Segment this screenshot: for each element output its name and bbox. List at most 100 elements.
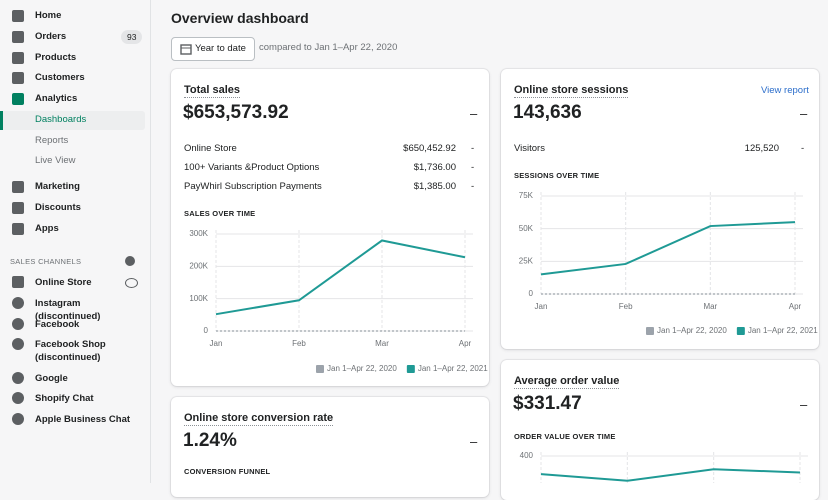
row-change: - <box>471 162 475 173</box>
channel-label[interactable]: Instagram (discontinued) <box>35 298 101 322</box>
row-change: - <box>801 143 805 154</box>
channel-icon <box>12 392 24 404</box>
channel-label[interactable]: Facebook Shop (discontinued) <box>35 339 106 363</box>
y-tick-label: 300K <box>189 229 208 238</box>
nav-icon <box>12 72 24 84</box>
series-line <box>215 239 466 316</box>
page: Home Orders 93 Products Customers Analytics Da… <box>0 0 819 483</box>
card-change: – <box>800 106 808 121</box>
channel-label[interactable]: Shopify Chat <box>35 393 94 404</box>
x-tick-label: Feb <box>619 302 633 311</box>
card-title: Online store conversion rate <box>184 412 334 426</box>
conversion-card <box>171 397 489 497</box>
nav-label[interactable]: Orders <box>35 31 67 42</box>
nav-label[interactable]: Discounts <box>35 202 81 213</box>
legend-label: Jan 1–Apr 22, 2021 <box>748 326 818 335</box>
total-sales-card <box>171 69 489 386</box>
nav-label[interactable]: Live View <box>35 155 76 166</box>
y-tick-label: 75K <box>519 191 534 200</box>
nav-icon <box>12 10 24 22</box>
card-title: Total sales <box>184 84 241 98</box>
channel-icon <box>12 276 24 288</box>
x-tick-label: Mar <box>703 302 717 311</box>
nav-icon <box>12 52 24 64</box>
legend-swatch <box>736 327 745 335</box>
channel-label[interactable]: Google <box>35 373 68 384</box>
row-label: Online Store <box>184 143 237 154</box>
row-change: - <box>471 143 475 154</box>
nav-label[interactable]: Marketing <box>35 181 80 192</box>
row-label: PayWhirl Subscription Payments <box>184 181 322 192</box>
card-change: – <box>470 434 478 449</box>
nav-label[interactable]: Home <box>35 10 62 21</box>
card-title: Average order value <box>514 375 620 389</box>
nav-badge: 93 <box>121 30 143 44</box>
selected-bar <box>0 111 3 130</box>
channel-icon <box>12 318 24 330</box>
card-value: $331.47 <box>513 393 582 414</box>
y-tick-label: 0 <box>204 326 209 335</box>
date-button[interactable]: Year to date <box>171 37 255 61</box>
nav-label[interactable]: Products <box>35 52 77 63</box>
charts-layer: 0 100K 200K 300K Jan Feb Mar Apr Jan 1–Apr 22, 2… <box>189 191 818 483</box>
channel-icon <box>12 297 24 309</box>
card-value: 143,636 <box>513 102 582 123</box>
page-title: Overview dashboard <box>171 10 309 26</box>
y-tick-label: 0 <box>529 289 534 298</box>
nav-label[interactable]: Reports <box>35 135 69 146</box>
chart-title: SESSIONS OVER TIME <box>514 171 600 180</box>
y-tick-label: 400 <box>520 451 534 460</box>
legend-swatch <box>406 365 415 373</box>
sessions-card <box>501 69 819 349</box>
legend-label: Jan 1–Apr 22, 2020 <box>657 326 727 335</box>
y-tick-label: 200K <box>189 261 208 270</box>
row-value: $1,736.00 <box>413 162 456 173</box>
card-title: Online store sessions <box>514 84 629 98</box>
series-line <box>540 468 801 482</box>
row-value: 125,520 <box>744 143 779 154</box>
nav-label[interactable]: Apps <box>35 223 59 234</box>
series-line <box>540 221 796 276</box>
card-change: – <box>470 106 478 121</box>
channel-icon <box>12 372 24 384</box>
legend-label: Jan 1–Apr 22, 2020 <box>327 364 397 373</box>
card-value: $653,573.92 <box>183 102 289 123</box>
legend-swatch <box>316 365 324 373</box>
y-tick-label: 100K <box>189 294 208 303</box>
chart-title: ORDER VALUE OVER TIME <box>514 432 616 441</box>
row-value: $650,452.92 <box>403 143 456 154</box>
nav-label[interactable]: Customers <box>35 72 85 83</box>
nav-icon <box>12 202 24 214</box>
selected-bg <box>0 111 145 130</box>
nav-icon <box>12 223 24 235</box>
calendar-icon <box>180 44 192 55</box>
x-tick-label: Jan <box>210 339 223 348</box>
nav-icon <box>12 93 24 105</box>
view-report-link[interactable]: View report <box>761 85 809 96</box>
x-tick-label: Mar <box>375 339 389 348</box>
eye-icon[interactable] <box>125 278 138 288</box>
legend-swatch <box>646 327 654 335</box>
row-label: 100+ Variants &Product Options <box>184 162 320 173</box>
nav-icon <box>12 181 24 193</box>
row-label: Visitors <box>514 143 545 154</box>
y-tick-label: 25K <box>519 256 534 265</box>
card-change: – <box>800 397 808 412</box>
channel-label[interactable]: Online Store <box>35 277 92 288</box>
channel-icon <box>12 338 24 350</box>
nav-icon <box>12 31 24 43</box>
chart-title: CONVERSION FUNNEL <box>184 467 271 476</box>
channel-label[interactable]: Facebook <box>35 319 80 330</box>
nav-label[interactable]: Dashboards <box>35 114 87 125</box>
x-tick-label: Jan <box>535 302 548 311</box>
sidebar: Home Orders 93 Products Customers Analytics Da… <box>0 0 151 483</box>
date-button-label: Year to date <box>195 43 246 54</box>
row-value: $1,385.00 <box>413 181 456 192</box>
chart-title: SALES OVER TIME <box>184 209 256 218</box>
nav-label[interactable]: Analytics <box>35 93 78 104</box>
add-channel-icon[interactable] <box>125 256 135 266</box>
channel-icon <box>12 413 24 425</box>
compare-text: compared to Jan 1–Apr 22, 2020 <box>259 42 398 53</box>
x-tick-label: Apr <box>789 302 802 311</box>
channel-label[interactable]: Apple Business Chat <box>35 414 131 425</box>
